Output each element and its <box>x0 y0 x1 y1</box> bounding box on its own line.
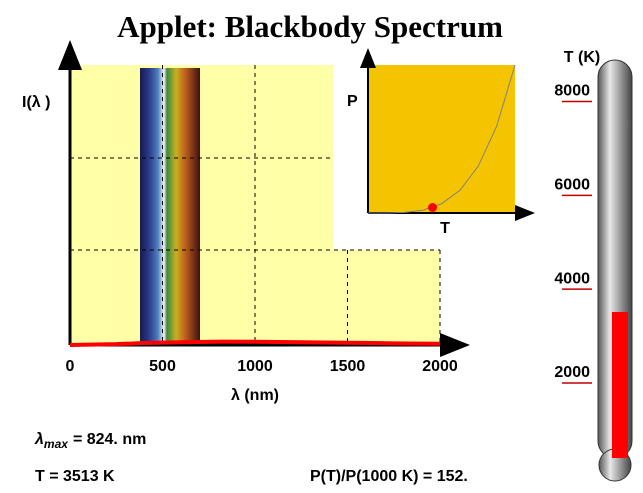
x-axis-label: λ (nm) <box>231 387 279 404</box>
thermometer-tick-label: 4000 <box>554 270 590 287</box>
thermometer-tick-label: 8000 <box>554 83 590 100</box>
x-tick-label: 1000 <box>237 358 273 375</box>
power-ratio-readout: P(T)/P(1000 K) = 152. <box>310 468 468 485</box>
thermometer-tick-label: 2000 <box>554 364 590 381</box>
curve <box>69 339 441 347</box>
lambda-max-readout: λmax = 824. nm <box>34 431 146 451</box>
x-tick-label: 1500 <box>330 358 366 375</box>
y-axis-label: I(λ ) <box>22 94 50 111</box>
thermometer-tick-label: 6000 <box>554 177 590 194</box>
lambda-subscript: max <box>44 437 69 451</box>
temperature-fill <box>612 311 628 458</box>
inset-area <box>368 65 515 213</box>
title: Applet: Blackbody Spectrum <box>117 9 503 44</box>
x-tick-label: 500 <box>149 358 176 375</box>
x-tick-label: 2000 <box>422 358 458 375</box>
x-tick-label: 0 <box>66 358 75 375</box>
inset-y-label: P <box>347 93 358 110</box>
curve <box>367 64 516 214</box>
inset-x-label: T <box>440 220 450 237</box>
thermometer-title: T (K) <box>564 49 600 66</box>
operating-point <box>428 203 438 213</box>
lambda-value: = 824. nm <box>73 431 146 448</box>
visible-spectrum <box>140 68 200 345</box>
lambda-symbol: λ <box>34 431 44 448</box>
temperature-readout: T = 3513 K <box>35 468 115 485</box>
